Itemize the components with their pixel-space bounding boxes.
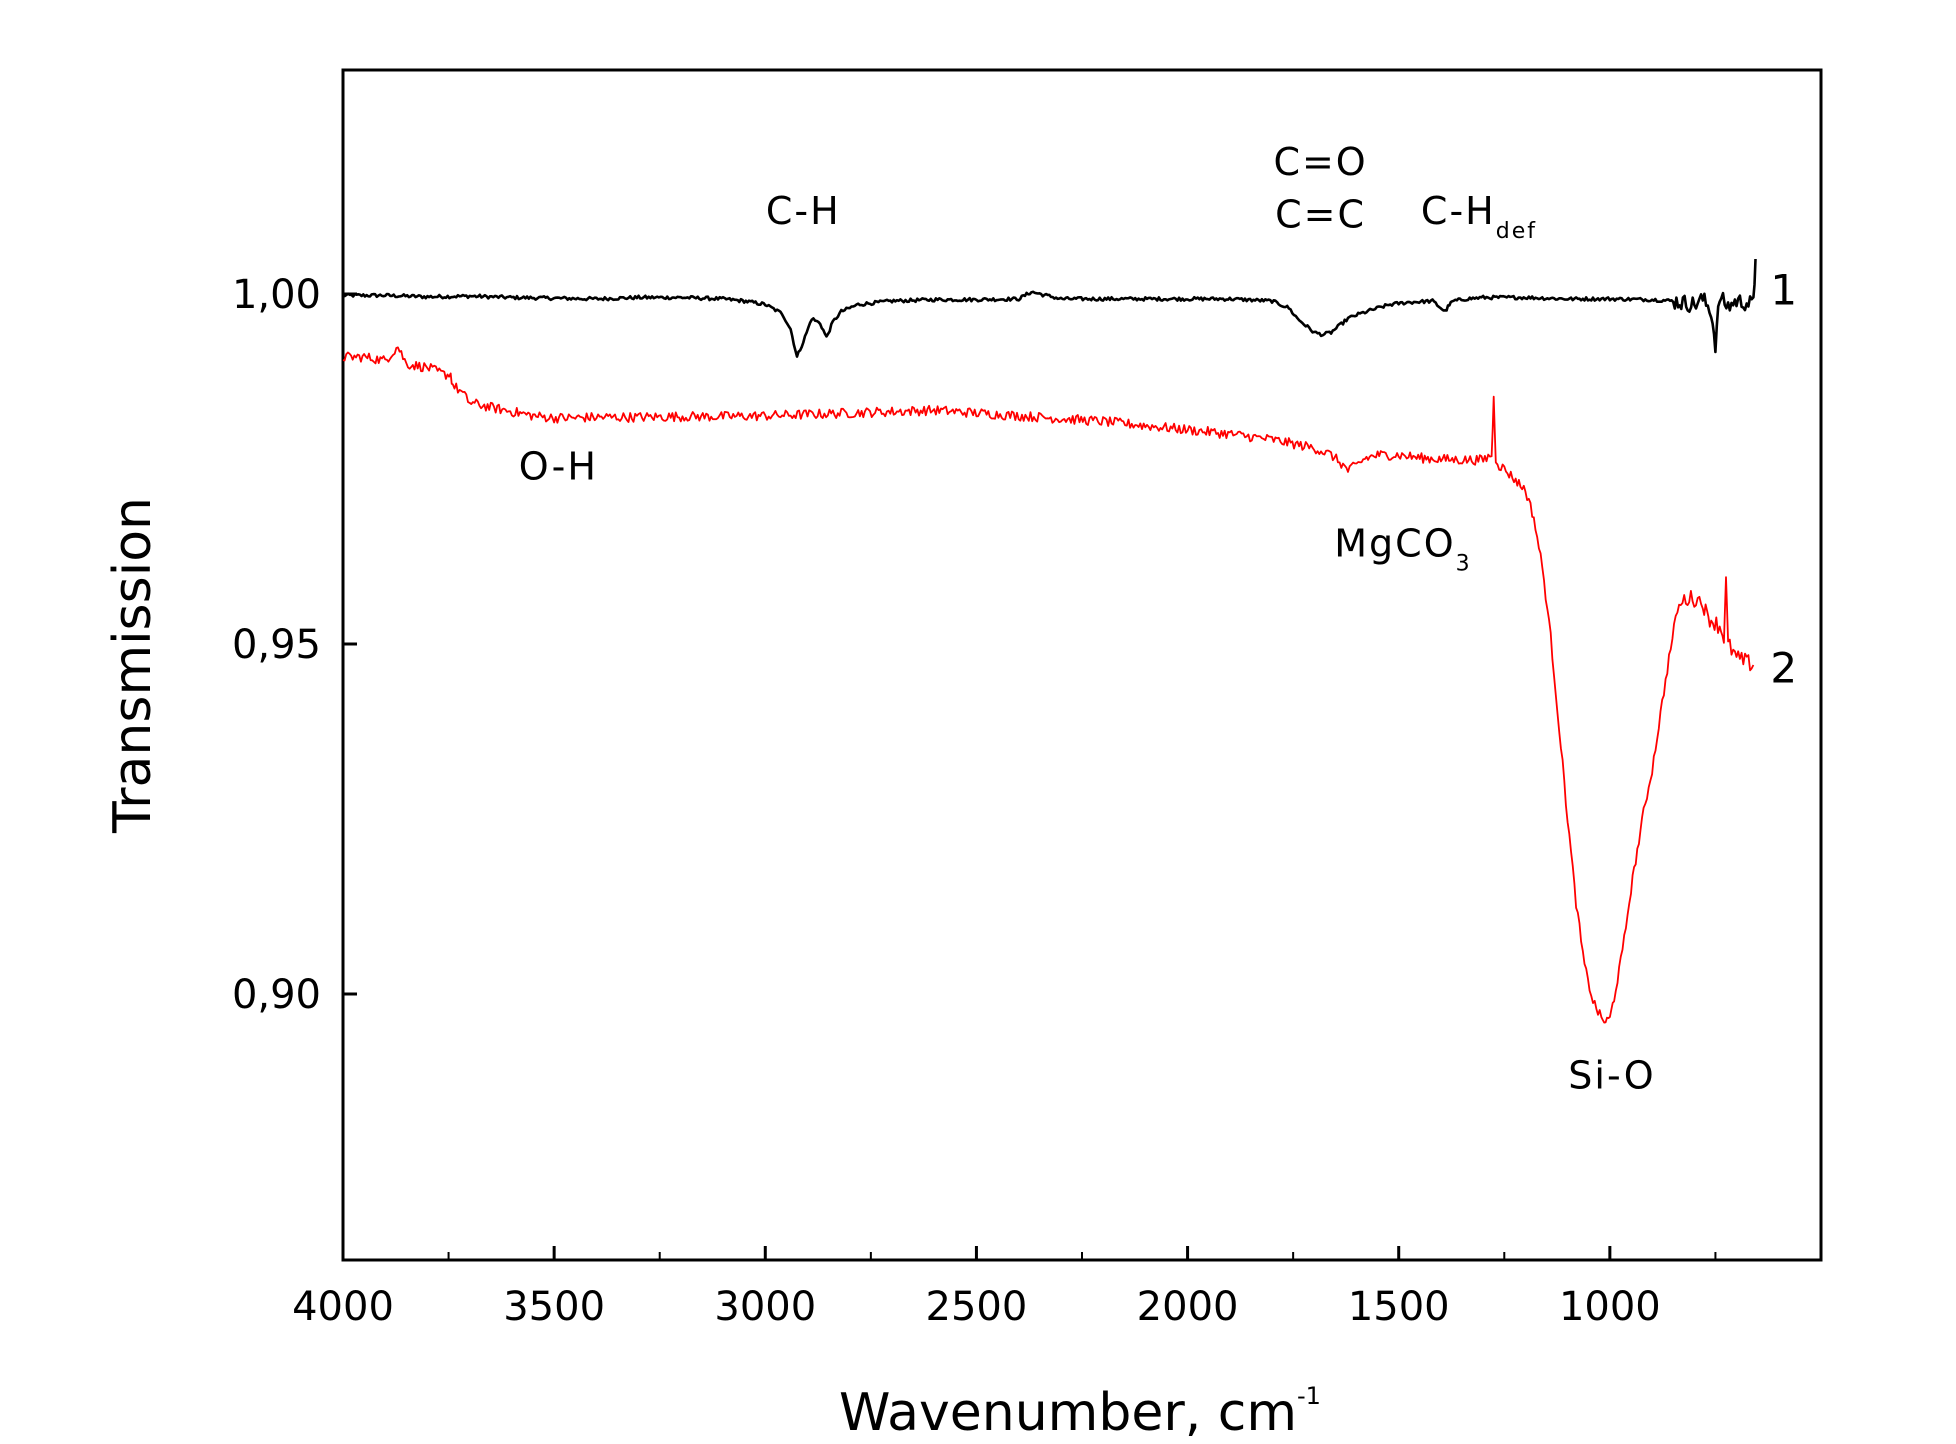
annotation-c-h-text: C-H xyxy=(766,189,841,233)
annotation-c-h: C-H xyxy=(766,189,841,233)
annotation-c-double-o: C=O xyxy=(1273,140,1367,184)
y-tick-label: 0,90 xyxy=(232,972,321,1018)
x-axis: 4000 3500 3000 2500 2000 1500 1000 xyxy=(292,1246,1717,1330)
y-tick-label: 0,95 xyxy=(232,622,321,668)
x-axis-title: Wavenumber, cm-1 xyxy=(839,1382,1321,1443)
x-tick-label: 2000 xyxy=(1137,1284,1239,1330)
annotation-si-o-text: Si-O xyxy=(1568,1054,1655,1098)
annotation-mgco3: MgCO3 xyxy=(1334,522,1471,577)
annotation-c-h-def-subscript: def xyxy=(1496,219,1537,244)
series-2-line xyxy=(342,346,1755,1024)
x-tick-label: 1000 xyxy=(1559,1284,1661,1330)
annotation-c-double-o-text: C=O xyxy=(1273,140,1367,184)
curve-label-1: 1 xyxy=(1770,266,1797,315)
x-axis-title-text: Wavenumber, cm xyxy=(839,1383,1297,1443)
x-tick-label: 1500 xyxy=(1348,1284,1450,1330)
annotation-c-double-c-text: C=C xyxy=(1275,193,1366,237)
x-tick-label: 4000 xyxy=(292,1284,394,1330)
annotations: C-H C=O C=C C-Hdef O-H MgCO3 Si-O xyxy=(519,140,1655,1098)
annotation-o-h-text: O-H xyxy=(519,445,598,489)
series-layer xyxy=(342,258,1757,1024)
annotation-c-double-c: C=C xyxy=(1275,193,1366,237)
annotation-si-o: Si-O xyxy=(1568,1054,1655,1098)
y-axis: 1,00 0,95 0,90 xyxy=(232,272,357,1018)
annotation-mgco3-subscript: 3 xyxy=(1456,552,1472,577)
annotation-mgco3-text: MgCO xyxy=(1334,522,1455,566)
curve-label-2: 2 xyxy=(1770,644,1797,693)
y-tick-label: 1,00 xyxy=(232,272,321,318)
x-tick-label: 3500 xyxy=(503,1284,605,1330)
x-tick-label: 2500 xyxy=(926,1284,1028,1330)
x-tick-label: 3000 xyxy=(714,1284,816,1330)
annotation-c-h-def: C-Hdef xyxy=(1421,189,1537,244)
annotation-o-h: O-H xyxy=(519,445,598,489)
y-axis-title: Transmission xyxy=(103,497,163,834)
annotation-c-h-def-text: C-H xyxy=(1421,189,1496,233)
series-1-line xyxy=(342,258,1757,358)
x-axis-title-exponent: -1 xyxy=(1297,1382,1321,1410)
